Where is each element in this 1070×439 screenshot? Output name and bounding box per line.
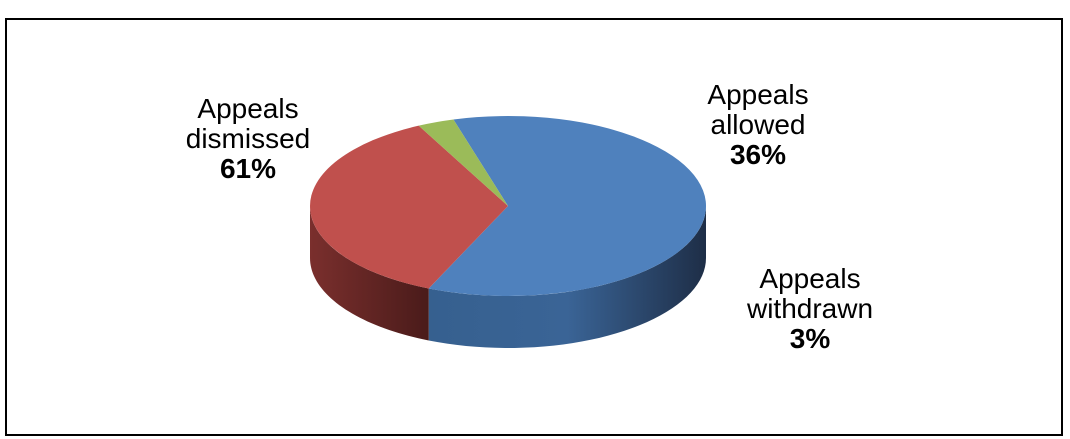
slice-percent-withdrawn: 3% <box>789 323 831 354</box>
slice-name-dismissed: Appeals <box>197 93 299 124</box>
slice-name-withdrawn: Appeals <box>759 263 861 294</box>
pie-side-allowed <box>310 206 429 341</box>
pie-slice-withdrawn <box>418 119 508 206</box>
pie-side-dismissed <box>428 206 706 348</box>
pie-slice-dismissed <box>428 116 707 297</box>
slice-label-allowed: Appeals allowed 36% <box>688 80 828 170</box>
slice-name-allowed: Appeals <box>707 79 809 110</box>
slice-label-dismissed: Appeals dismissed 61% <box>168 94 328 184</box>
slice-percent-allowed: 36% <box>729 139 787 170</box>
slice-label-withdrawn: Appeals withdrawn 3% <box>730 264 890 354</box>
slice-name-withdrawn: withdrawn <box>746 293 874 324</box>
pie-group <box>310 116 707 348</box>
slice-name-allowed: allowed <box>710 109 806 140</box>
pie-slice-allowed <box>310 125 508 289</box>
slice-name-dismissed: dismissed <box>185 123 311 154</box>
slice-percent-dismissed: 61% <box>219 153 277 184</box>
